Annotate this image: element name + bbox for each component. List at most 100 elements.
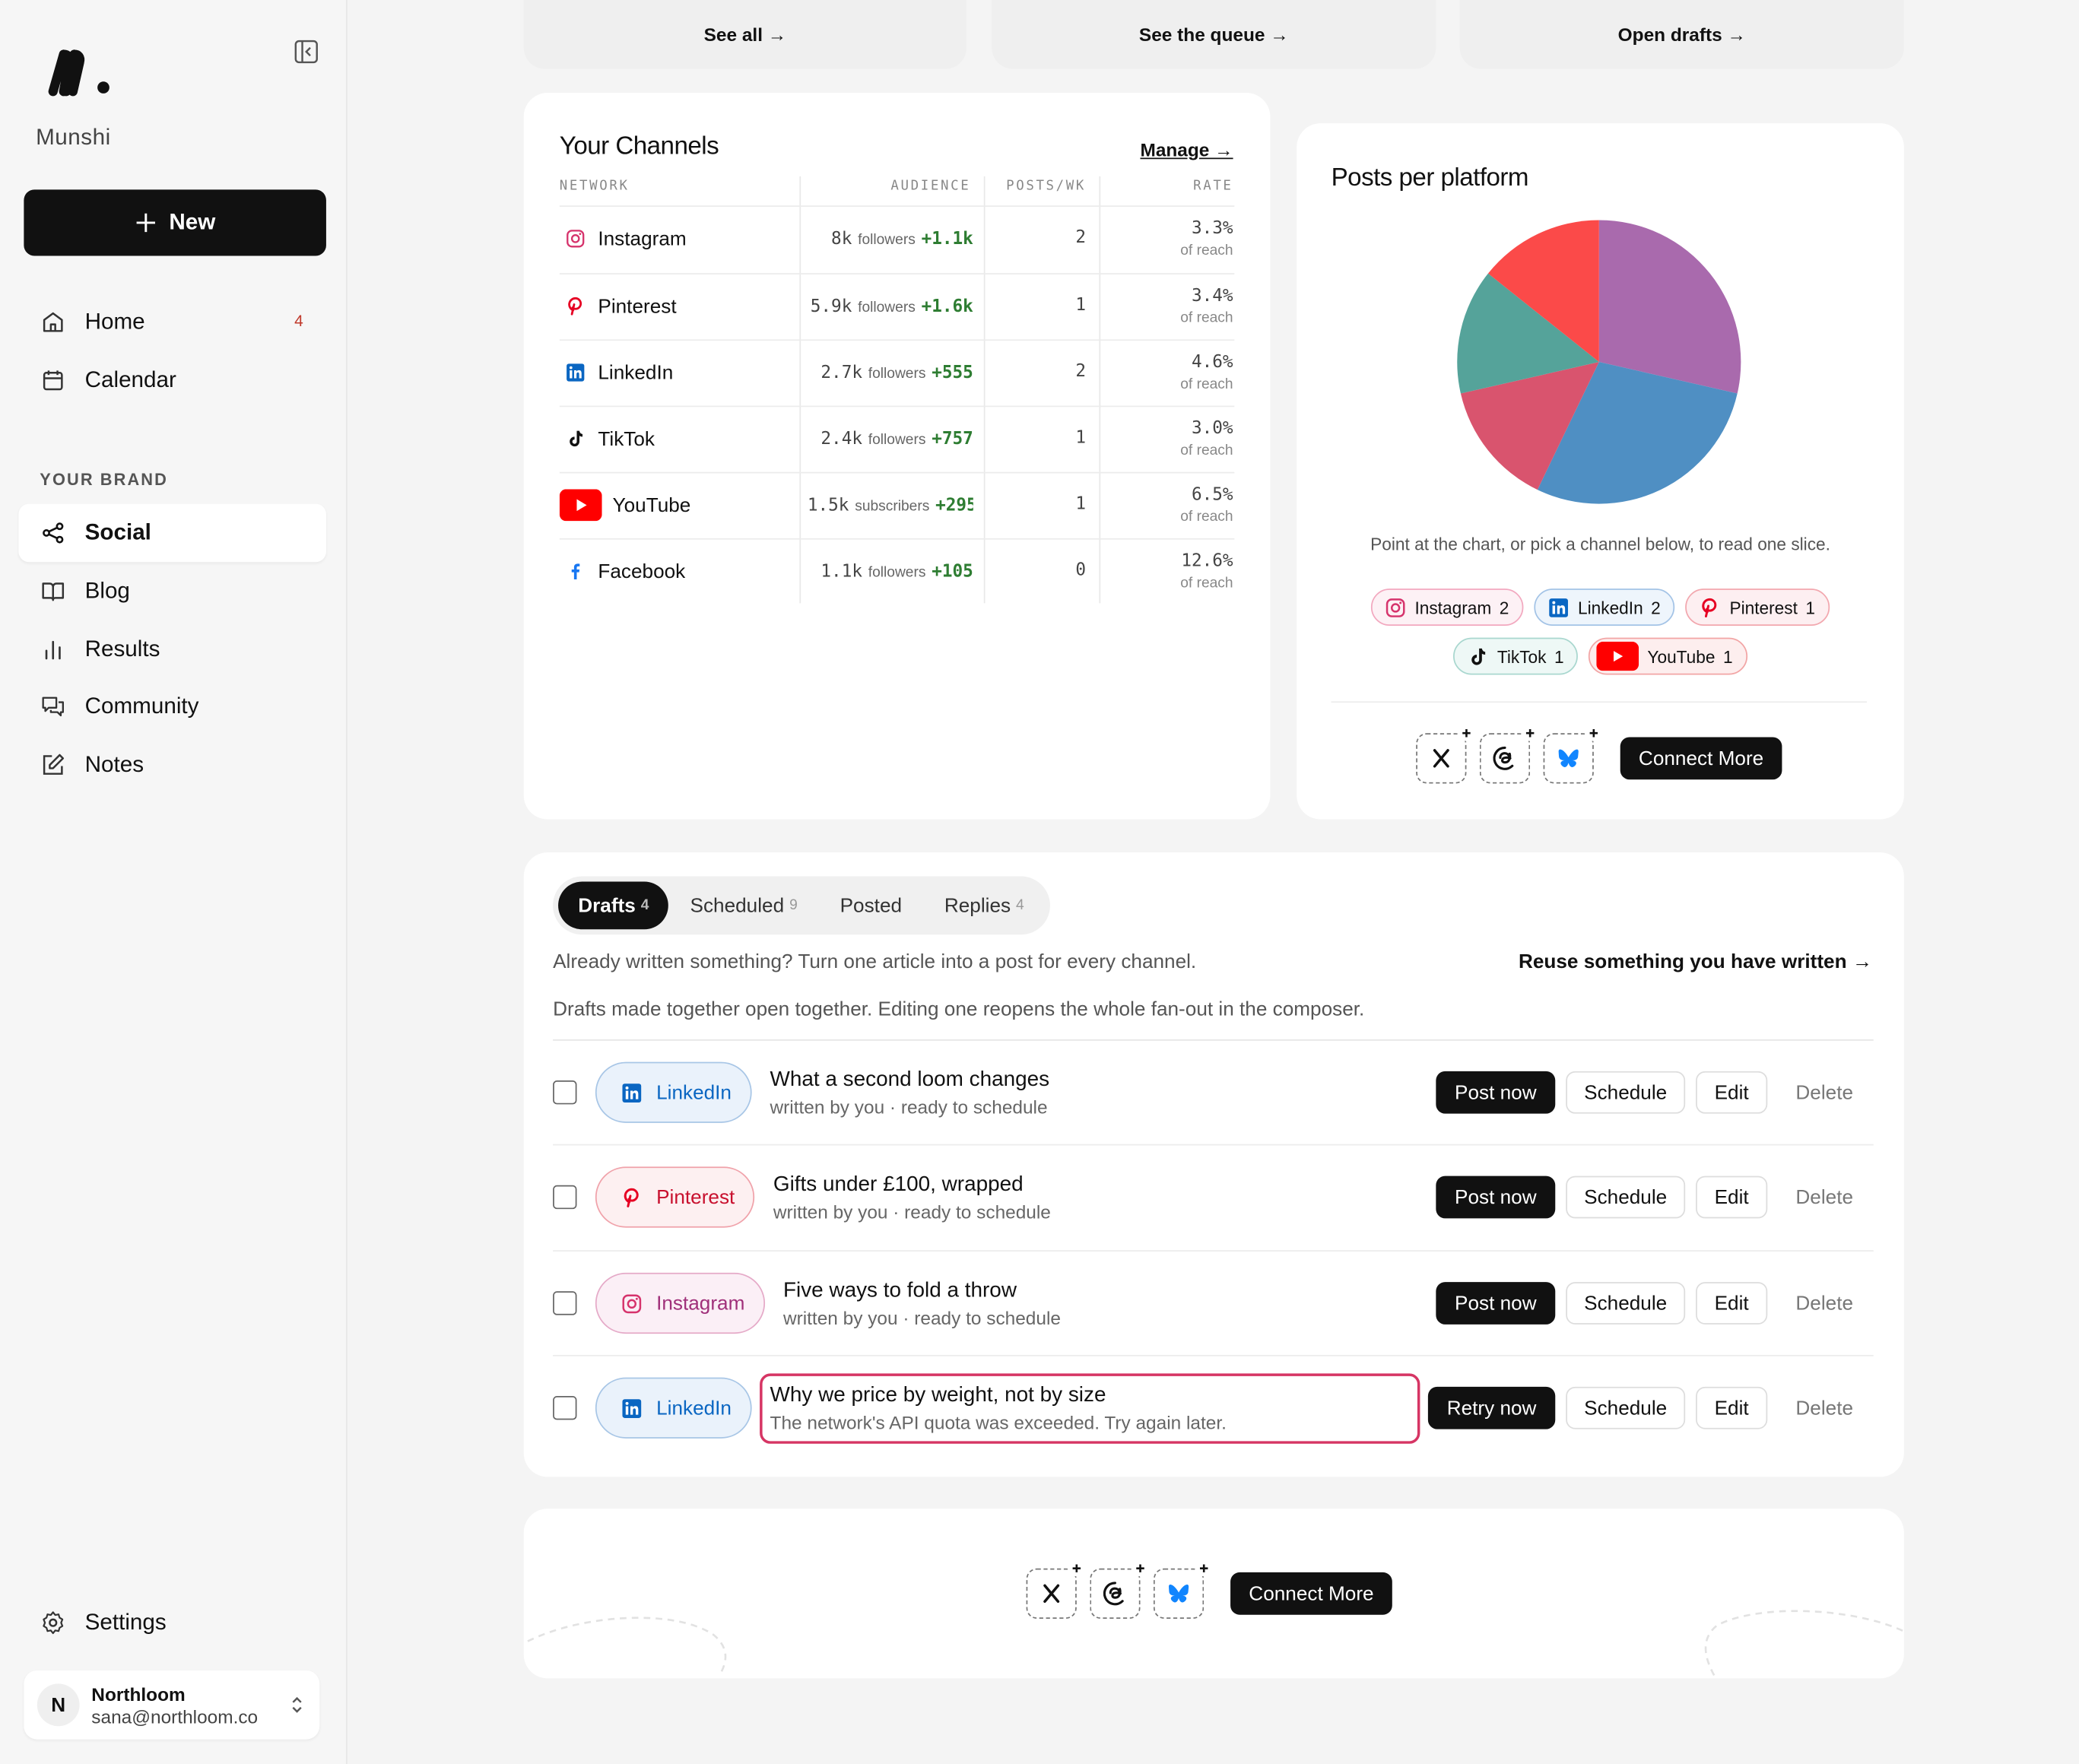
draft-text[interactable]: What a second loom changes written by you… — [770, 1068, 1050, 1117]
primary-action[interactable]: Retry now — [1427, 1386, 1556, 1429]
row-divider — [559, 538, 1235, 540]
network-chip: Instagram — [595, 1272, 765, 1334]
nav-item[interactable]: Notes — [18, 736, 326, 795]
pie-slice[interactable] — [1457, 273, 1599, 394]
connect-network[interactable] — [1090, 1560, 1148, 1619]
nav-item[interactable]: Calendar — [18, 351, 326, 410]
schedule-button[interactable]: Schedule — [1566, 1282, 1686, 1325]
audience-unit: followers — [868, 564, 926, 581]
nav-item[interactable]: Results — [18, 620, 326, 679]
delete-button[interactable]: Delete — [1795, 1080, 1854, 1104]
posts-per-week: 2 — [1075, 227, 1087, 249]
nav-item[interactable]: Social — [18, 503, 326, 563]
network-icon — [571, 563, 580, 579]
tab-count: 9 — [789, 897, 798, 914]
growth: +555 — [932, 363, 973, 383]
network-chip: Pinterest — [595, 1166, 755, 1228]
draft-text[interactable]: Why we price by weight, not by size The n… — [759, 1372, 1420, 1443]
channel-chip[interactable]: YouTube 1 — [1589, 637, 1747, 675]
channels-card: Your Channels Manage → NETWORK AUDIENCE POST… — [523, 93, 1271, 820]
primary-action[interactable]: Post now — [1436, 1282, 1556, 1325]
nav-item[interactable]: Home — [18, 293, 326, 351]
connect-network[interactable] — [1416, 725, 1474, 784]
row-divider — [559, 405, 1235, 408]
nav-label: Calendar — [84, 366, 176, 393]
growth: +105 — [932, 562, 973, 582]
row-divider — [559, 339, 1235, 341]
edit-button[interactable]: Edit — [1696, 1386, 1768, 1429]
card-link[interactable]: See all → — [703, 24, 787, 46]
rate: 6.5% — [1191, 485, 1233, 506]
connect-network[interactable] — [1153, 1560, 1212, 1619]
schedule-button[interactable]: Schedule — [1566, 1175, 1686, 1219]
pie-slice[interactable] — [1537, 362, 1738, 504]
posts-per-week: 1 — [1075, 428, 1087, 449]
draft-title: Why we price by weight, not by size — [770, 1383, 1106, 1407]
chip-label: LinkedIn — [656, 1080, 732, 1104]
connect-network[interactable] — [1543, 725, 1602, 784]
channel-chip[interactable]: Instagram 2 — [1370, 589, 1524, 626]
edit-button[interactable]: Edit — [1696, 1282, 1768, 1325]
row-divider — [553, 1144, 1874, 1146]
audience: 2.4k — [820, 429, 863, 450]
account-email: sana@northloom.co — [91, 1706, 259, 1728]
network-icon — [1169, 1585, 1189, 1603]
nav-icon — [45, 640, 61, 660]
network-chip: LinkedIn — [595, 1061, 752, 1123]
network-icon — [567, 230, 585, 248]
pie-slice[interactable] — [1487, 220, 1599, 363]
schedule-button[interactable]: Schedule — [1566, 1386, 1686, 1429]
channel-chip[interactable]: LinkedIn 2 — [1534, 589, 1675, 626]
tab[interactable]: Posted — [819, 882, 923, 930]
account-switcher[interactable]: N Northloom sana@northloom.co — [24, 1670, 320, 1740]
row-checkbox[interactable] — [553, 1291, 577, 1315]
rate-note: of reach — [1180, 575, 1233, 592]
edit-button[interactable]: Edit — [1696, 1071, 1768, 1114]
draft-row: LinkedIn Why we price by weight, not by s… — [595, 1372, 1420, 1443]
connect-network[interactable] — [1479, 725, 1538, 784]
tab[interactable]: Replies 4 — [923, 882, 1046, 930]
reuse-link[interactable]: Reuse something you have written → — [1518, 950, 1872, 973]
divider — [1331, 701, 1868, 703]
pie-slice[interactable] — [1460, 362, 1599, 490]
tab[interactable]: Drafts 4 — [558, 881, 669, 930]
row-checkbox[interactable] — [553, 1396, 577, 1420]
channel-chip[interactable]: TikTok 1 — [1453, 637, 1579, 675]
connect-more-button[interactable]: Connect More — [1620, 737, 1782, 780]
schedule-button[interactable]: Schedule — [1566, 1071, 1686, 1114]
nav-item[interactable]: Community — [18, 677, 326, 736]
primary-action[interactable]: Post now — [1436, 1071, 1556, 1114]
chart-hint: Point at the chart, or pick a channel be… — [1370, 534, 1830, 554]
network-cell: Instagram — [565, 223, 687, 255]
plus-icon — [135, 213, 155, 233]
row-checkbox[interactable] — [553, 1080, 577, 1105]
collapse-sidebar-icon — [294, 40, 318, 64]
summary-card: Open drafts → — [1459, 0, 1904, 69]
section-label: YOUR BRAND — [40, 470, 168, 490]
draft-title: Gifts under £100, wrapped — [773, 1172, 1024, 1195]
connect-network[interactable] — [1026, 1560, 1085, 1619]
draft-text[interactable]: Gifts under £100, wrapped written by you … — [773, 1172, 1051, 1222]
draft-text[interactable]: Five ways to fold a throw written by you … — [783, 1279, 1061, 1328]
edit-button[interactable]: Edit — [1696, 1175, 1768, 1219]
tab-count: 4 — [640, 897, 649, 914]
row-checkbox[interactable] — [553, 1185, 577, 1210]
audience: 5.9k — [810, 297, 852, 317]
nav-item[interactable]: Blog — [18, 562, 326, 620]
delete-button[interactable]: Delete — [1795, 1292, 1854, 1315]
manage-link[interactable]: Manage → — [1140, 139, 1233, 160]
connect-more-button[interactable]: Connect More — [1230, 1572, 1392, 1615]
channel-chip[interactable]: Pinterest 1 — [1685, 589, 1830, 626]
draft-subtitle: written by you · ready to schedule — [773, 1200, 1051, 1222]
tab[interactable]: Scheduled 9 — [669, 882, 819, 930]
new-button[interactable]: New — [24, 189, 326, 256]
card-link[interactable]: Open drafts → — [1617, 24, 1746, 46]
pie-slice[interactable] — [1598, 220, 1741, 394]
settings-link[interactable]: Settings — [18, 1594, 326, 1652]
delete-button[interactable]: Delete — [1795, 1185, 1854, 1209]
card-link[interactable]: See the queue → — [1138, 24, 1289, 46]
draft-title: Five ways to fold a throw — [782, 1278, 1017, 1302]
primary-action[interactable]: Post now — [1436, 1175, 1556, 1219]
delete-button[interactable]: Delete — [1795, 1396, 1854, 1420]
column-divider — [983, 176, 986, 604]
